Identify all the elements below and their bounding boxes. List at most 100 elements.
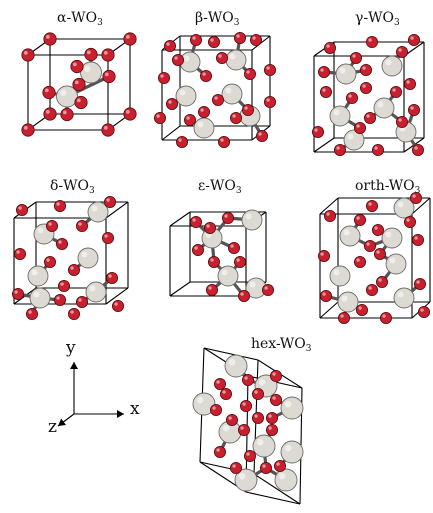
atom-highlight [236, 34, 240, 38]
atom-highlight [230, 244, 234, 248]
atom-highlight [362, 84, 366, 88]
oxygen-atom [25, 307, 38, 320]
z-axis-arrow-head [58, 418, 66, 426]
atom-highlight [358, 306, 362, 310]
atom-highlight [37, 227, 44, 234]
atom-highlight [256, 438, 264, 446]
cell-edge [245, 491, 301, 505]
atom-highlight [410, 106, 414, 110]
cell-edge [203, 347, 259, 361]
oxygen-atom [165, 98, 178, 111]
atom-highlight [284, 444, 292, 452]
atom-highlight [81, 251, 88, 258]
atom-highlight [48, 222, 52, 226]
oxygen-atom [355, 303, 368, 316]
oxygen-atom [411, 233, 424, 246]
atom-highlight [382, 314, 386, 318]
tungsten-atom [225, 49, 247, 71]
tungsten-atom [280, 440, 304, 464]
oxygen-atom [43, 107, 57, 121]
atom-highlight [210, 38, 214, 42]
oxygen-atom [407, 34, 420, 47]
atom-highlight [268, 426, 272, 430]
atom-highlight [414, 236, 418, 240]
oxygen-atom [207, 255, 220, 268]
oxygen-atom [104, 195, 117, 208]
oxygen-atom [403, 78, 416, 91]
oxygen-atom [74, 95, 88, 110]
oxygen-atom [217, 135, 230, 148]
atom-highlight [333, 109, 340, 116]
atom-highlight [45, 34, 50, 39]
structure-alpha-wo3 [21, 32, 137, 137]
tungsten-atom [241, 209, 263, 231]
label-beta-wo3: β-WO3 [195, 10, 240, 28]
tungsten-atom [77, 247, 99, 269]
oxygen-atom [21, 48, 35, 62]
atom-highlight [368, 38, 372, 42]
oxygen-atom [11, 287, 24, 300]
oxygen-atom [171, 54, 184, 67]
oxygen-atom [229, 461, 242, 474]
atom-highlight [216, 380, 220, 384]
oxygen-atom [251, 387, 264, 400]
atom-highlight [276, 462, 280, 466]
atom-highlight [89, 285, 96, 292]
atom-highlight [62, 110, 67, 115]
atom-highlight [221, 269, 228, 276]
oxygen-atom [84, 47, 98, 62]
atom-highlight [320, 68, 324, 72]
oxygen-atom [263, 64, 276, 77]
tungsten-atom [381, 227, 403, 249]
tungsten-atom [381, 55, 403, 77]
tungsten-atom [175, 85, 197, 107]
tungsten-atom [373, 97, 395, 119]
oxygen-atom [417, 305, 430, 318]
atom-highlight [366, 114, 370, 118]
oxygen-atom [46, 219, 59, 232]
atom-highlight [194, 246, 198, 250]
atom-highlight [60, 89, 67, 96]
atom-highlight [242, 402, 246, 406]
oxygen-atom [363, 239, 376, 252]
atom-highlight [356, 124, 360, 128]
atom-highlight [106, 198, 110, 202]
oxygen-atom [215, 52, 228, 65]
atom-highlight [362, 66, 366, 70]
atom-highlight [410, 36, 414, 40]
atom-highlight [397, 291, 404, 298]
atom-highlight [31, 269, 38, 276]
oxygen-atom [345, 92, 358, 105]
oxygen-atom [251, 411, 264, 424]
atom-highlight [192, 36, 196, 40]
cell-edge [411, 197, 431, 215]
oxygen-atom [365, 283, 378, 296]
cell-edge [161, 125, 181, 141]
atom-highlight [406, 218, 410, 222]
atom-highlight [314, 128, 318, 132]
tungsten-atom [337, 291, 359, 313]
atom-highlight [174, 56, 178, 60]
oxygen-atom [153, 112, 166, 125]
atom-highlight [229, 53, 236, 60]
atom-highlight [236, 258, 240, 262]
atom-highlight [376, 250, 380, 254]
oxygen-atom [175, 135, 188, 148]
atom-highlight [23, 125, 28, 130]
atom-highlight [347, 133, 354, 140]
atom-highlight [60, 282, 64, 286]
atom-highlight [339, 67, 346, 74]
oxygen-atom [70, 59, 84, 74]
atom-highlight [416, 280, 420, 284]
atom-highlight [258, 132, 262, 136]
atom-highlight [214, 96, 218, 100]
atom-highlight [192, 218, 196, 222]
oxygen-atom [413, 277, 426, 290]
oxygen-atom [43, 32, 57, 46]
oxygen-atom [311, 126, 324, 139]
atom-highlight [268, 414, 272, 418]
atom-highlight [254, 414, 258, 418]
cell-edge [253, 473, 301, 505]
atom-highlight [244, 106, 248, 110]
